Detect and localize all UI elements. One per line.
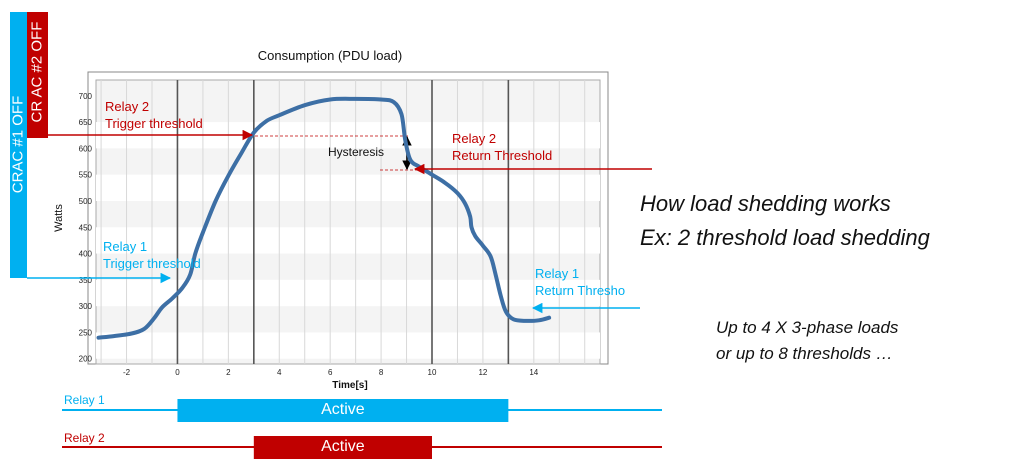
x-tick-label: 0 <box>175 368 180 377</box>
relay1-active-bar <box>177 399 509 422</box>
grid-band <box>96 279 600 307</box>
relay1-return-line2: Return Thresho <box>535 283 626 298</box>
x-tick-label: 12 <box>478 368 487 377</box>
relay1-trigger-text: Relay 1 Trigger threshold <box>103 238 201 272</box>
relay1-state-label: Active <box>321 401 365 418</box>
relay1-return-text: Relay 1 Return Thresho <box>535 265 631 299</box>
x-tick-label: 14 <box>529 368 538 377</box>
y-tick-label: 700 <box>79 92 93 101</box>
y-tick-label: 500 <box>79 197 93 206</box>
relay1-label: Relay 1 <box>64 393 105 407</box>
relay2-active-bar <box>253 436 432 459</box>
y-tick-labels: 200 250 300 350 400 450 500 550 600 650 700 <box>79 92 93 364</box>
relay2-return-line1: Relay 2 <box>452 131 497 146</box>
x-tick-label: 8 <box>379 368 384 377</box>
relay1-trigger-line2: Trigger threshold <box>103 256 201 271</box>
y-tick-label: 400 <box>79 250 93 259</box>
y-tick-label: 300 <box>79 302 93 311</box>
subtext-line1: Up to 4 X 3-phase loads <box>716 318 899 337</box>
grid-band <box>96 332 600 359</box>
relay2-state-label: Active <box>321 438 365 455</box>
subtext-line2: or up to 8 thresholds … <box>716 344 893 363</box>
chart-title: Consumption (PDU load) <box>258 48 403 63</box>
x-tick-labels: -2 0 2 4 6 8 10 12 14 <box>123 368 539 377</box>
crac2-off-bar: CR AC #2 OFF <box>27 12 48 138</box>
y-tick-label: 450 <box>79 223 93 232</box>
x-tick-label: 2 <box>226 368 231 377</box>
relay2-trigger-line2: Trigger threshold <box>105 116 203 131</box>
y-tick-label: 600 <box>79 144 93 153</box>
relay1-trigger-line1: Relay 1 <box>103 239 148 254</box>
x-tick-label: -2 <box>123 368 131 377</box>
consumption-curve <box>96 96 552 340</box>
relay2-return-line2: Return Threshold <box>452 148 553 163</box>
y-tick-label: 200 <box>79 355 93 364</box>
hysteresis-label: Hysteresis <box>328 145 384 159</box>
relay2-return-text: Relay 2 Return Threshold <box>452 130 552 164</box>
crac1-off-bar: CRAC #1 OFF <box>10 12 27 278</box>
headline-line2: Ex: 2 threshold load shedding <box>640 225 930 250</box>
grid-band <box>96 227 600 254</box>
relay2-trigger-text: Relay 2 Trigger threshold <box>105 98 203 132</box>
x-tick-label: 4 <box>277 368 282 377</box>
relay2-trigger-line1: Relay 2 <box>105 99 150 114</box>
y-tick-label: 250 <box>79 328 93 337</box>
y-axis-label: Watts <box>53 204 65 232</box>
y-tick-label: 350 <box>79 276 93 285</box>
y-tick-label: 650 <box>79 118 93 127</box>
headline-line1: How load shedding works <box>640 191 891 216</box>
y-tick-label: 550 <box>79 171 93 180</box>
x-axis-label: Time[s] <box>332 380 367 391</box>
relay1-return-line1: Relay 1 <box>535 266 580 281</box>
x-tick-label: 6 <box>328 368 333 377</box>
relay2-label: Relay 2 <box>64 431 105 445</box>
grid-band <box>96 174 600 201</box>
x-tick-label: 10 <box>428 368 437 377</box>
